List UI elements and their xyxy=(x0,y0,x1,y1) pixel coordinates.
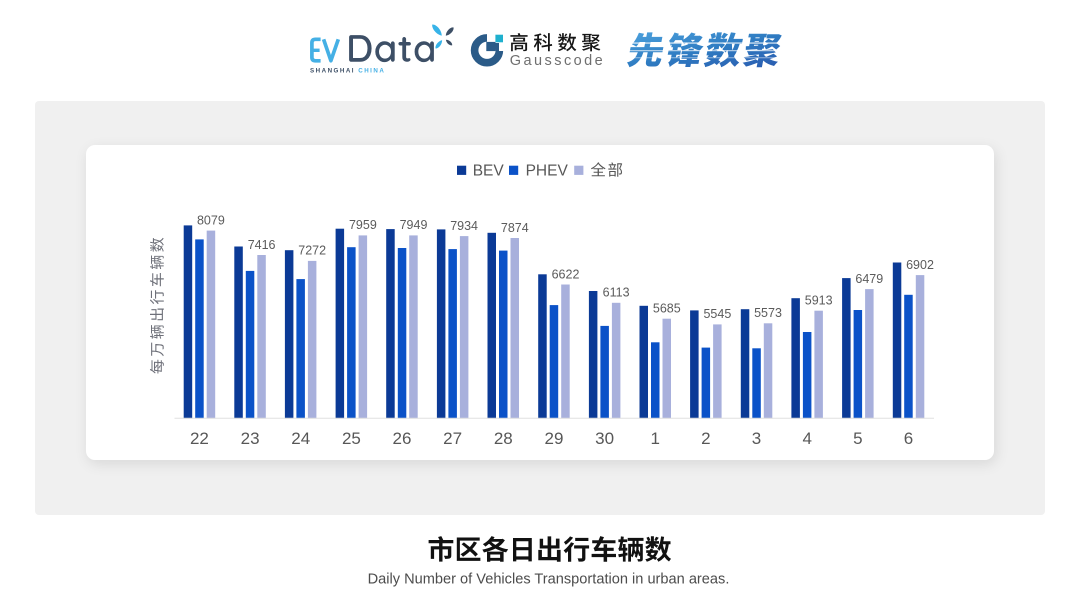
svg-text:6902: 6902 xyxy=(906,258,934,272)
svg-text:Gausscode: Gausscode xyxy=(510,53,605,69)
svg-text:7959: 7959 xyxy=(349,218,377,232)
svg-text:SHANGHAI CHINA: SHANGHAI CHINA xyxy=(310,68,385,75)
svg-text:7949: 7949 xyxy=(400,218,428,232)
svg-text:5573: 5573 xyxy=(754,306,782,320)
svg-text:6: 6 xyxy=(904,429,913,448)
svg-text:30: 30 xyxy=(595,429,614,448)
svg-text:5913: 5913 xyxy=(805,294,833,308)
svg-text:6479: 6479 xyxy=(855,272,883,286)
svg-text:1: 1 xyxy=(650,429,659,448)
svg-text:BEV: BEV xyxy=(473,163,505,180)
svg-text:2: 2 xyxy=(701,429,710,448)
svg-text:PHEV: PHEV xyxy=(526,163,569,180)
svg-text:6113: 6113 xyxy=(603,286,630,300)
svg-text:7272: 7272 xyxy=(298,244,326,258)
svg-text:26: 26 xyxy=(393,429,412,448)
svg-text:Daily Number of Vehicles Trans: Daily Number of Vehicles Transportation … xyxy=(368,572,730,588)
svg-text:5: 5 xyxy=(853,429,862,448)
svg-text:7934: 7934 xyxy=(450,219,478,233)
svg-text:24: 24 xyxy=(291,429,310,448)
svg-text:7874: 7874 xyxy=(501,221,529,235)
svg-text:25: 25 xyxy=(342,429,361,448)
svg-text:5685: 5685 xyxy=(653,302,681,316)
svg-text:5545: 5545 xyxy=(703,307,731,321)
svg-text:3: 3 xyxy=(752,429,761,448)
svg-text:22: 22 xyxy=(190,429,209,448)
svg-text:6622: 6622 xyxy=(552,267,580,281)
svg-text:4: 4 xyxy=(802,429,811,448)
svg-text:29: 29 xyxy=(545,429,564,448)
svg-text:8079: 8079 xyxy=(197,213,225,227)
svg-text:23: 23 xyxy=(241,429,260,448)
svg-text:27: 27 xyxy=(443,429,462,448)
svg-text:7416: 7416 xyxy=(248,238,276,252)
svg-text:28: 28 xyxy=(494,429,513,448)
